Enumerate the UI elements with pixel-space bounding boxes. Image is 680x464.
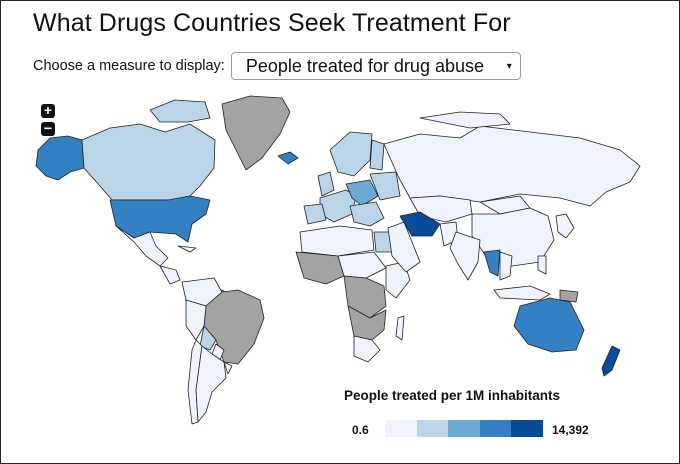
measure-controls: Choose a measure to display: People trea… [33,52,521,80]
country-bolivia[interactable] [199,325,217,351]
country-philippines[interactable] [537,255,547,275]
zoom-out-button[interactable]: − [41,121,55,136]
country-argentina[interactable] [195,345,227,423]
country-india[interactable] [449,231,481,281]
country-iberia[interactable] [303,203,327,225]
country-uruguay[interactable] [223,361,233,375]
country-scandinavia[interactable] [329,131,373,177]
country-peru[interactable] [185,299,207,341]
country-central-america[interactable] [159,265,181,285]
country-greenland[interactable] [221,95,291,171]
country-finland[interactable] [369,139,385,171]
country-korea-japan[interactable] [555,213,575,239]
country-canada[interactable] [81,123,216,201]
legend-swatch-4 [511,420,543,437]
measure-select[interactable]: People treated for drug abuse ▾ [230,52,521,80]
country-indochina[interactable] [499,251,513,281]
country-new-zealand[interactable] [601,345,621,377]
legend-swatch-1 [416,420,449,437]
country-russia[interactable] [383,125,641,207]
country-cuba[interactable] [177,245,197,253]
country-papua[interactable] [559,289,579,303]
country-italy-balkans[interactable] [349,201,385,227]
country-north-africa[interactable] [299,225,375,257]
country-iceland[interactable] [277,151,299,165]
country-southeast-asia[interactable] [483,249,501,277]
country-alaska[interactable] [35,135,85,181]
country-usa[interactable] [109,195,211,243]
legend-swatch-0 [385,420,417,437]
country-indonesia[interactable] [493,285,551,301]
zoom-in-button[interactable]: + [41,103,55,118]
country-sahel[interactable] [337,251,387,279]
measure-label: Choose a measure to display: [33,58,225,74]
measure-select-value: People treated for drug abuse [245,55,484,76]
legend-min-label: 0.6 [352,423,369,437]
country-east-europe[interactable] [369,171,401,201]
country-south-africa[interactable] [353,335,381,363]
country-madagascar[interactable] [395,315,405,341]
country-australia[interactable] [513,297,585,353]
country-canada-islands[interactable] [149,99,211,123]
country-iran[interactable] [399,211,441,237]
country-mexico[interactable] [115,225,169,267]
legend-swatch-3 [479,420,512,437]
country-central-europe[interactable] [345,179,379,207]
country-uk-ireland[interactable] [317,171,335,197]
legend-max-label: 14,392 [552,423,589,437]
chevron-down-icon: ▾ [506,61,512,72]
legend-swatch-2 [448,420,480,437]
legend-title: People treated per 1M inhabitants [344,388,561,403]
page-title: What Drugs Countries Seek Treatment For [33,9,511,37]
country-russia-arctic[interactable] [419,111,511,129]
country-west-africa[interactable] [295,251,345,285]
legend-color-scale [385,420,543,437]
